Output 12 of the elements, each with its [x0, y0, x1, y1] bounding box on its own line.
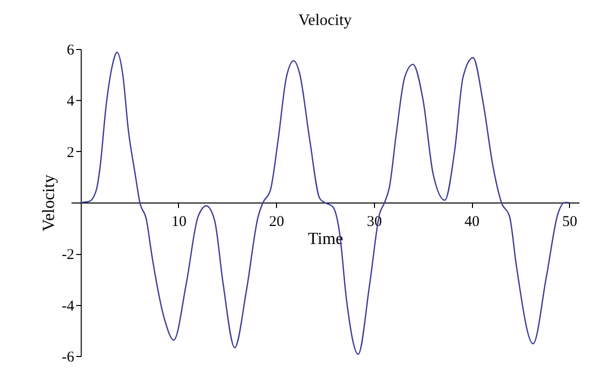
- y-tick-label: 2: [66, 144, 74, 161]
- x-tick-label: 20: [269, 214, 284, 230]
- y-axis-title: Velocity: [38, 174, 58, 232]
- y-tick-label: 6: [66, 42, 75, 58]
- y-tick-label: -6: [62, 350, 75, 366]
- y-tick-label: -2: [62, 247, 74, 264]
- x-tick-label: 50: [562, 214, 578, 230]
- x-tick-label: 40: [464, 214, 480, 230]
- y-tick-label: 4: [66, 94, 75, 110]
- x-tick-label: 10: [171, 214, 186, 230]
- y-tick-label: -4: [62, 298, 75, 314]
- chart-title: Velocity: [298, 12, 352, 29]
